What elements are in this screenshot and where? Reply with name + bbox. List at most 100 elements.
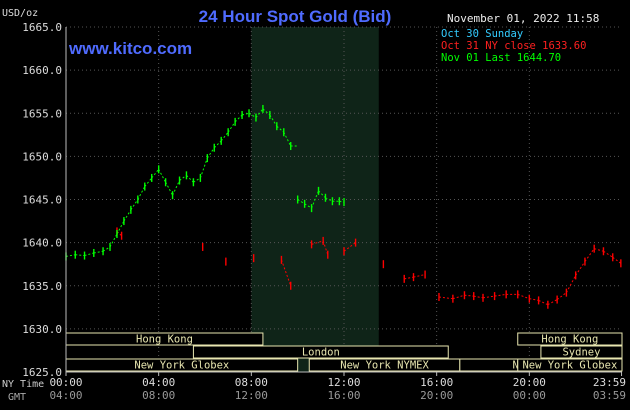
ny-time-label: NY Time (2, 379, 44, 390)
series-line-segment (404, 276, 414, 280)
series-line-segment (283, 132, 292, 147)
x-tick-label-ny: 20:00 (513, 376, 546, 389)
series-line-segment (612, 256, 622, 264)
series-line-segment (116, 231, 122, 237)
legend-item-oct30: Oct 30 Sunday (441, 28, 523, 40)
series-line-segment (186, 174, 194, 183)
session-box (517, 358, 623, 372)
gmt-label: GMT (8, 392, 26, 403)
series-line-segment (234, 114, 243, 123)
series-line-segment (280, 259, 292, 286)
x-tick-label-gmt: 16:00 (327, 389, 360, 402)
series-line-segment (547, 299, 558, 306)
series-line-segment (529, 298, 539, 301)
series-line-segment (339, 200, 345, 203)
x-tick-label-gmt: 03:59 (593, 389, 626, 402)
series-line-segment (325, 197, 333, 202)
x-tick-label-gmt: 20:00 (420, 389, 453, 402)
session-label: London (302, 347, 340, 359)
session-box (540, 345, 623, 359)
series-line-segment (473, 295, 484, 299)
x-tick-label-gmt: 00:00 (513, 389, 546, 402)
y-tick-label: 1635.0 (22, 280, 62, 293)
session-6: Hong Kong (517, 332, 623, 346)
series-line-segment (84, 252, 94, 257)
series-line-segment (179, 174, 187, 181)
session-box (192, 345, 449, 359)
series-line-segment (322, 240, 329, 255)
series-line-segment (93, 250, 104, 254)
series-line-segment (297, 199, 305, 205)
legend-item-nov01: Nov 01 Last 1644.70 (441, 52, 561, 64)
series-line-segment (482, 295, 495, 299)
series-line-segment (584, 248, 595, 262)
series-line-segment (65, 254, 76, 257)
series-line-segment (102, 246, 111, 252)
series-line-segment (464, 294, 474, 297)
session-2: London (192, 345, 449, 359)
series-2 (65, 104, 345, 261)
series-line-segment (262, 108, 271, 116)
axes: 1625.0 1630.0 1635.0 1640.0 1645.0 1650.0 1655… (22, 21, 626, 402)
legend-item-oct31: Oct 31 NY close 1633.60 (441, 40, 586, 52)
series-line-segment (241, 112, 250, 116)
series-line-segment (575, 261, 586, 276)
series-line-segment (109, 233, 118, 248)
series-line-segment (538, 299, 549, 306)
series-line-segment (158, 169, 167, 183)
series-line-segment (137, 186, 146, 200)
series-line-segment (220, 131, 229, 142)
x-tick-label-ny: 16:00 (420, 376, 453, 389)
series-line-segment (603, 250, 614, 258)
x-tick-label-gmt: 08:00 (142, 389, 175, 402)
y-tick-label: 1625.0 (22, 366, 62, 379)
series-line-segment (413, 274, 426, 278)
website-label: www.kitco.com (68, 39, 192, 58)
y-tick-label: 1650.0 (22, 150, 62, 163)
series-line-segment (248, 112, 257, 118)
series-line-segment (556, 292, 567, 300)
series-line-segment (144, 177, 153, 187)
x-tick-label-gmt: 12:00 (235, 389, 268, 402)
x-tick-label-ny: 08:00 (235, 376, 268, 389)
x-tick-label-gmt: 04:00 (49, 389, 82, 402)
y-tick-label: 1660.0 (22, 64, 62, 77)
series-line-segment (594, 248, 604, 252)
y-tick-label: 1630.0 (22, 323, 62, 336)
series-line-segment (343, 242, 356, 252)
y-axis-unit: USD/oz (2, 8, 38, 19)
series-line-segment (199, 157, 208, 179)
session-label: Hong Kong (541, 334, 598, 346)
timestamp: November 01, 2022 11:58 (447, 12, 599, 25)
session-3: New York Globex (65, 358, 299, 372)
series-line-segment (494, 293, 507, 297)
x-tick-label-ny: 00:00 (49, 376, 82, 389)
x-tick-label-ny: 12:00 (327, 376, 360, 389)
session-box (517, 332, 623, 346)
series-line-segment (172, 180, 180, 196)
y-tick-label: 1645.0 (22, 194, 62, 207)
series-line-segment (165, 182, 174, 196)
session-label: Sydney (562, 347, 600, 359)
series-line-segment (311, 190, 319, 209)
price-series (65, 104, 622, 309)
y-tick-label: 1655.0 (22, 107, 62, 120)
trading-sessions: Hong Kong London New York Globex New York N… (65, 332, 623, 372)
series-line-segment (193, 177, 201, 183)
x-tick-label-ny: 04:00 (142, 376, 175, 389)
series-line-segment (304, 203, 312, 209)
session-label: New York NYMEX (340, 360, 429, 372)
series-line-segment (151, 168, 160, 179)
series-line-segment (565, 275, 577, 293)
y-tick-label: 1640.0 (22, 237, 62, 250)
series-line-segment (75, 254, 85, 257)
session-label: New York Globex (522, 360, 617, 372)
series-line-segment (116, 220, 125, 235)
session-1: Hong Kong (65, 332, 264, 346)
session-4: New York NYMEX (308, 358, 461, 372)
session-label: New York Globex (134, 360, 229, 372)
x-tick-label-ny: 23:59 (593, 376, 626, 389)
series-line-segment (255, 108, 264, 118)
session-label: Hong Kong (136, 334, 193, 346)
